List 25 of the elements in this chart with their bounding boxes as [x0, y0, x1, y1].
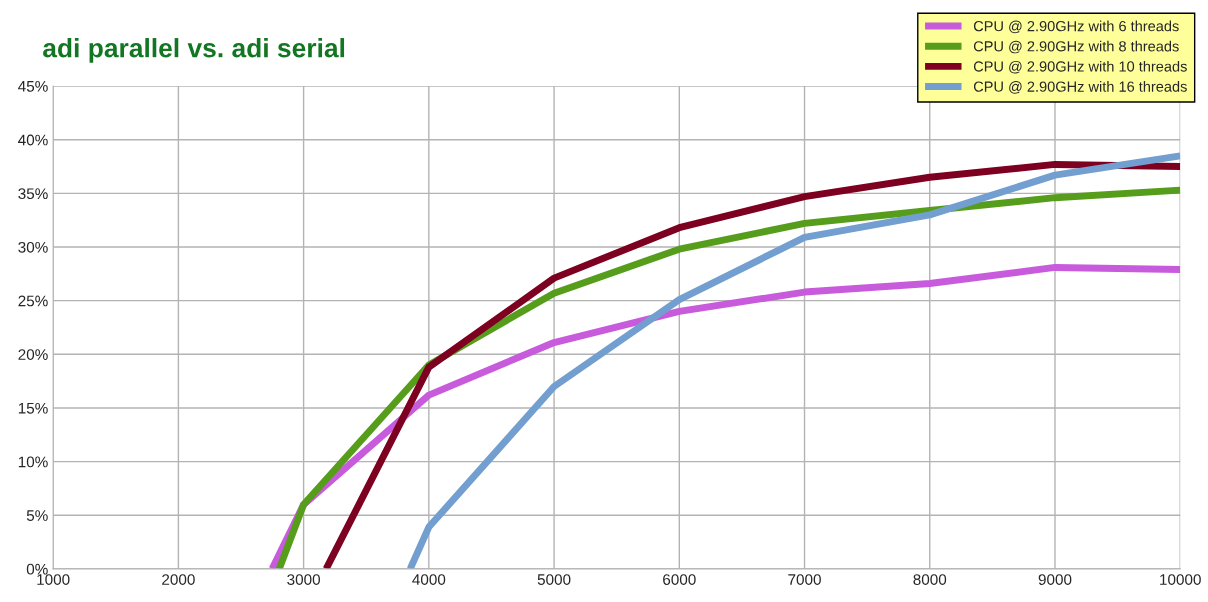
x-tick-label: 4000 — [412, 574, 446, 585]
legend-label: CPU @ 2.90GHz with 8 threads — [973, 40, 1179, 54]
x-tick-label: 8000 — [913, 574, 947, 585]
y-tick-label: 20% — [18, 349, 48, 360]
y-tick-label: 45% — [18, 81, 48, 92]
y-tick-label: 15% — [18, 402, 48, 414]
y-tick-label: 5% — [26, 510, 48, 521]
x-tick-label: 1000 — [37, 574, 70, 585]
x-tick-label: 9000 — [1038, 574, 1072, 585]
x-tick-label: 10000 — [1160, 574, 1201, 585]
x-tick-label: 3000 — [287, 574, 321, 585]
y-tick-label: 40% — [18, 134, 48, 146]
x-tick-label: 7000 — [788, 574, 821, 585]
y-tick-label: 0% — [26, 563, 48, 575]
legend-label: CPU @ 2.90GHz with 10 threads — [973, 60, 1187, 74]
x-tick-label: 5000 — [537, 574, 571, 585]
chart-title: adi parallel vs. adi serial — [43, 38, 345, 63]
x-tick-label: 6000 — [663, 574, 696, 585]
legend-label: CPU @ 2.90GHz with 16 threads — [973, 81, 1187, 94]
x-tick-label: 2000 — [162, 574, 195, 585]
legend-label: CPU @ 2.90GHz with 6 threads — [973, 20, 1179, 34]
y-tick-label: 35% — [18, 188, 48, 200]
y-tick-label: 25% — [18, 295, 48, 307]
y-tick-label: 30% — [18, 241, 48, 253]
y-tick-label: 10% — [18, 456, 48, 468]
